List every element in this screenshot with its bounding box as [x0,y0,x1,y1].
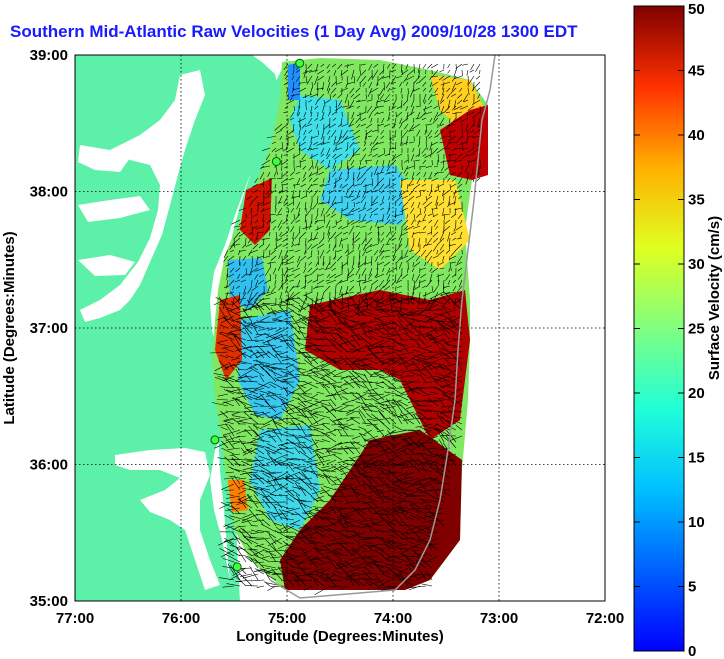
colorbar-tick-label: 20 [688,385,705,402]
bay-inlet [78,196,150,222]
x-tick-label: 72:00 [586,610,624,627]
radar-site-marker [271,156,281,166]
y-tick-label: 36:00 [30,457,68,474]
x-tick-label: 75:00 [268,610,306,627]
colorbar-tick-label: 30 [688,256,705,273]
y-tick-label: 35:00 [30,593,68,610]
x-tick-labels: 77:00 76:00 75:00 74:00 73:00 72:00 [56,610,624,627]
radar-site-marker [295,58,305,68]
map-title: Southern Mid-Atlantic Raw Velocities (1 … [10,22,578,41]
x-tick-label: 73:00 [480,610,518,627]
albemarle-sound [115,448,220,590]
map-gridlines [75,55,605,601]
bay-inlet [78,255,135,276]
colorbar-tick-label: 10 [688,514,705,531]
x-axis-label: Longitude (Degrees:Minutes) [236,628,444,645]
colorbar-label: Surface Velocity (cm/s) [706,216,723,380]
velocity-vectors [210,63,482,595]
x-tick-label: 76:00 [162,610,200,627]
radar-sites [210,58,305,572]
colorbar-tick-label: 50 [688,1,705,18]
shelf-contour [269,55,496,599]
colorbar-tick-label: 45 [688,63,705,80]
y-tick-label: 39:00 [30,47,68,64]
x-tick-label: 77:00 [56,610,94,627]
colorbar-tick-label: 0 [688,643,696,659]
colorbar-ticks: 0 5 10 15 20 25 30 35 40 45 50 [634,1,705,659]
y-tick-label: 38:00 [30,184,68,201]
colorbar-tick-label: 35 [688,192,705,209]
y-tick-label: 37:00 [30,320,68,337]
velocity-low-region [290,95,360,170]
radar-site-marker [232,562,242,572]
colorbar [633,5,685,652]
plot-frame [74,54,606,602]
y-tick-labels: 39:00 38:00 37:00 36:00 35:00 [30,47,68,610]
radar-site-marker [210,435,220,445]
colorbar-tick-label: 5 [688,579,696,596]
y-axis-label: Latitude (Degrees:Minutes) [1,231,18,424]
velocity-vector-arrows [210,63,482,595]
colorbar-tick-label: 40 [688,127,705,144]
velocity-high-region [440,105,488,180]
outer-banks [218,430,240,601]
colorbar-tick-label: 25 [688,321,705,338]
velocity-low-region [320,165,420,225]
colorbar-tick-label: 15 [688,450,705,467]
bay-inlet [78,145,130,172]
x-tick-label: 74:00 [374,610,412,627]
chesapeake-bay [80,70,205,322]
